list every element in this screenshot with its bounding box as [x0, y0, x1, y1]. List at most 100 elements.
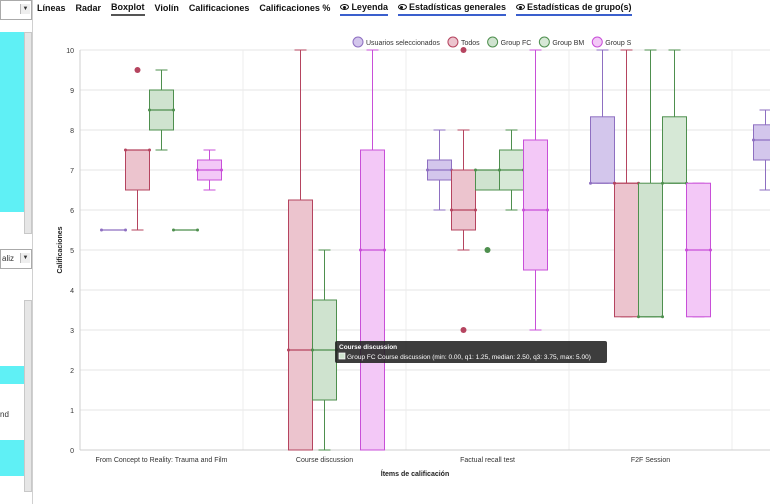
legend-swatch — [352, 36, 364, 48]
legend-swatch — [447, 36, 459, 48]
box-rect — [590, 116, 615, 184]
tooltip-text: Group FC Course discussion (min: 0.00, q… — [347, 354, 591, 361]
tab-calificaciones[interactable]: Calificaciones — [188, 3, 250, 13]
y-tick-label: 0 — [70, 448, 74, 455]
box-rect — [638, 182, 663, 318]
median-marker — [709, 248, 712, 252]
median-marker — [359, 248, 362, 252]
box-4-0 — [196, 149, 223, 191]
box-4-1 — [359, 49, 386, 451]
median-marker — [450, 208, 453, 212]
box-2-1 — [311, 249, 338, 451]
box-0-4 — [752, 109, 770, 191]
legend-entry: Usuarios seleccionados — [366, 40, 440, 47]
median-marker — [383, 248, 386, 252]
y-tick-label: 3 — [70, 328, 74, 335]
x-tick-label: Factual recall test — [460, 457, 515, 464]
toggle-estadisticas-grupo[interactable]: Estadísticas de grupo(s) — [516, 0, 632, 16]
median-marker — [172, 228, 175, 232]
tooltip: Course discussion Group FC Course discuss… — [335, 341, 607, 363]
box-2-2 — [474, 168, 501, 253]
median-marker — [589, 181, 592, 185]
median-marker — [613, 181, 616, 185]
tab-lineas[interactable]: Líneas — [37, 3, 66, 13]
scrollbar[interactable] — [24, 32, 32, 234]
box-0-2 — [426, 129, 453, 211]
median-marker — [661, 181, 664, 185]
highlighted-list — [0, 32, 28, 212]
legend-swatch — [538, 36, 550, 48]
median-marker — [196, 168, 199, 172]
box-3-2 — [498, 129, 525, 211]
box-1-3 — [613, 49, 640, 318]
x-tick-label: F2F Session — [631, 457, 670, 464]
median-marker — [311, 348, 314, 352]
box-rect — [523, 139, 548, 271]
box-0-0 — [100, 228, 127, 232]
box-rect — [614, 182, 639, 318]
box-2-3 — [637, 49, 664, 319]
toggle-estadisticas-grupo-label: Estadísticas de grupo(s) — [527, 2, 632, 12]
box-3-3 — [661, 49, 688, 185]
tooltip-title: Course discussion — [339, 344, 397, 351]
tab-radar[interactable]: Radar — [75, 3, 102, 13]
median-marker — [474, 168, 477, 172]
outlier-point — [460, 47, 467, 53]
outlier-point — [134, 67, 141, 73]
left-panel: ▼ aliz ▼ nd — [0, 0, 33, 504]
legend-entry: Group BM — [552, 40, 584, 47]
box-rect — [125, 149, 150, 191]
median-marker — [474, 208, 477, 212]
legend-entry: Todos — [461, 40, 480, 47]
y-tick-label: 4 — [70, 288, 74, 295]
median-marker — [661, 315, 664, 319]
toggle-leyenda[interactable]: Leyenda — [340, 0, 388, 16]
tooltip-bg — [335, 341, 607, 363]
top-dropdown[interactable]: ▼ — [0, 0, 32, 20]
y-tick-label: 7 — [70, 168, 74, 175]
box-3-0 — [172, 228, 199, 232]
median-marker — [124, 148, 127, 152]
x-tick-label: From Concept to Reality: Trauma and Film — [96, 457, 228, 464]
toggle-estadisticas-generales[interactable]: Estadísticas generales — [397, 0, 507, 16]
dropdown-text: aliz — [2, 254, 15, 263]
box-1-2 — [450, 47, 477, 333]
median-marker — [148, 108, 151, 112]
tooltip-swatch — [338, 352, 346, 360]
tab-calificaciones-pct[interactable]: Calificaciones % — [259, 3, 331, 13]
highlighted-row[interactable] — [0, 440, 28, 476]
outlier-point — [460, 327, 467, 333]
median-marker — [546, 208, 549, 212]
median-marker — [287, 348, 290, 352]
box-4-2 — [522, 49, 549, 331]
y-tick-label: 10 — [66, 48, 74, 55]
tab-boxplot[interactable]: Boxplot — [111, 0, 145, 16]
legend-entry: Group FC — [501, 40, 532, 47]
median-marker — [196, 228, 199, 232]
legend-entry: Group S — [605, 40, 631, 47]
eye-icon — [340, 4, 350, 10]
legend-swatch — [487, 36, 499, 48]
median-marker — [124, 228, 127, 232]
median-marker — [148, 148, 151, 152]
chevron-down-icon: ▼ — [20, 4, 30, 14]
box-rect — [753, 124, 770, 161]
median-marker — [752, 138, 755, 142]
highlighted-row[interactable] — [0, 366, 28, 384]
eye-icon — [516, 4, 526, 10]
partial-label: nd — [0, 410, 9, 419]
tab-violin[interactable]: Violín — [154, 3, 179, 13]
toggle-leyenda-label: Leyenda — [351, 2, 388, 12]
legend: Usuarios seleccionados Todos Group FC Group… — [352, 36, 632, 48]
box-4-3 — [685, 182, 712, 318]
median-marker — [522, 208, 525, 212]
scrollbar[interactable] — [24, 300, 32, 492]
median-marker — [685, 248, 688, 252]
median-marker — [426, 168, 429, 172]
y-tick-label: 2 — [70, 368, 74, 375]
x-axis-title: Ítems de calificación — [381, 469, 449, 478]
box-rect — [288, 199, 313, 451]
filter-dropdown[interactable]: aliz ▼ — [0, 249, 32, 269]
legend-swatch — [591, 36, 603, 48]
tab-bar: Líneas Radar Boxplot Violín Calificacion… — [37, 0, 642, 16]
